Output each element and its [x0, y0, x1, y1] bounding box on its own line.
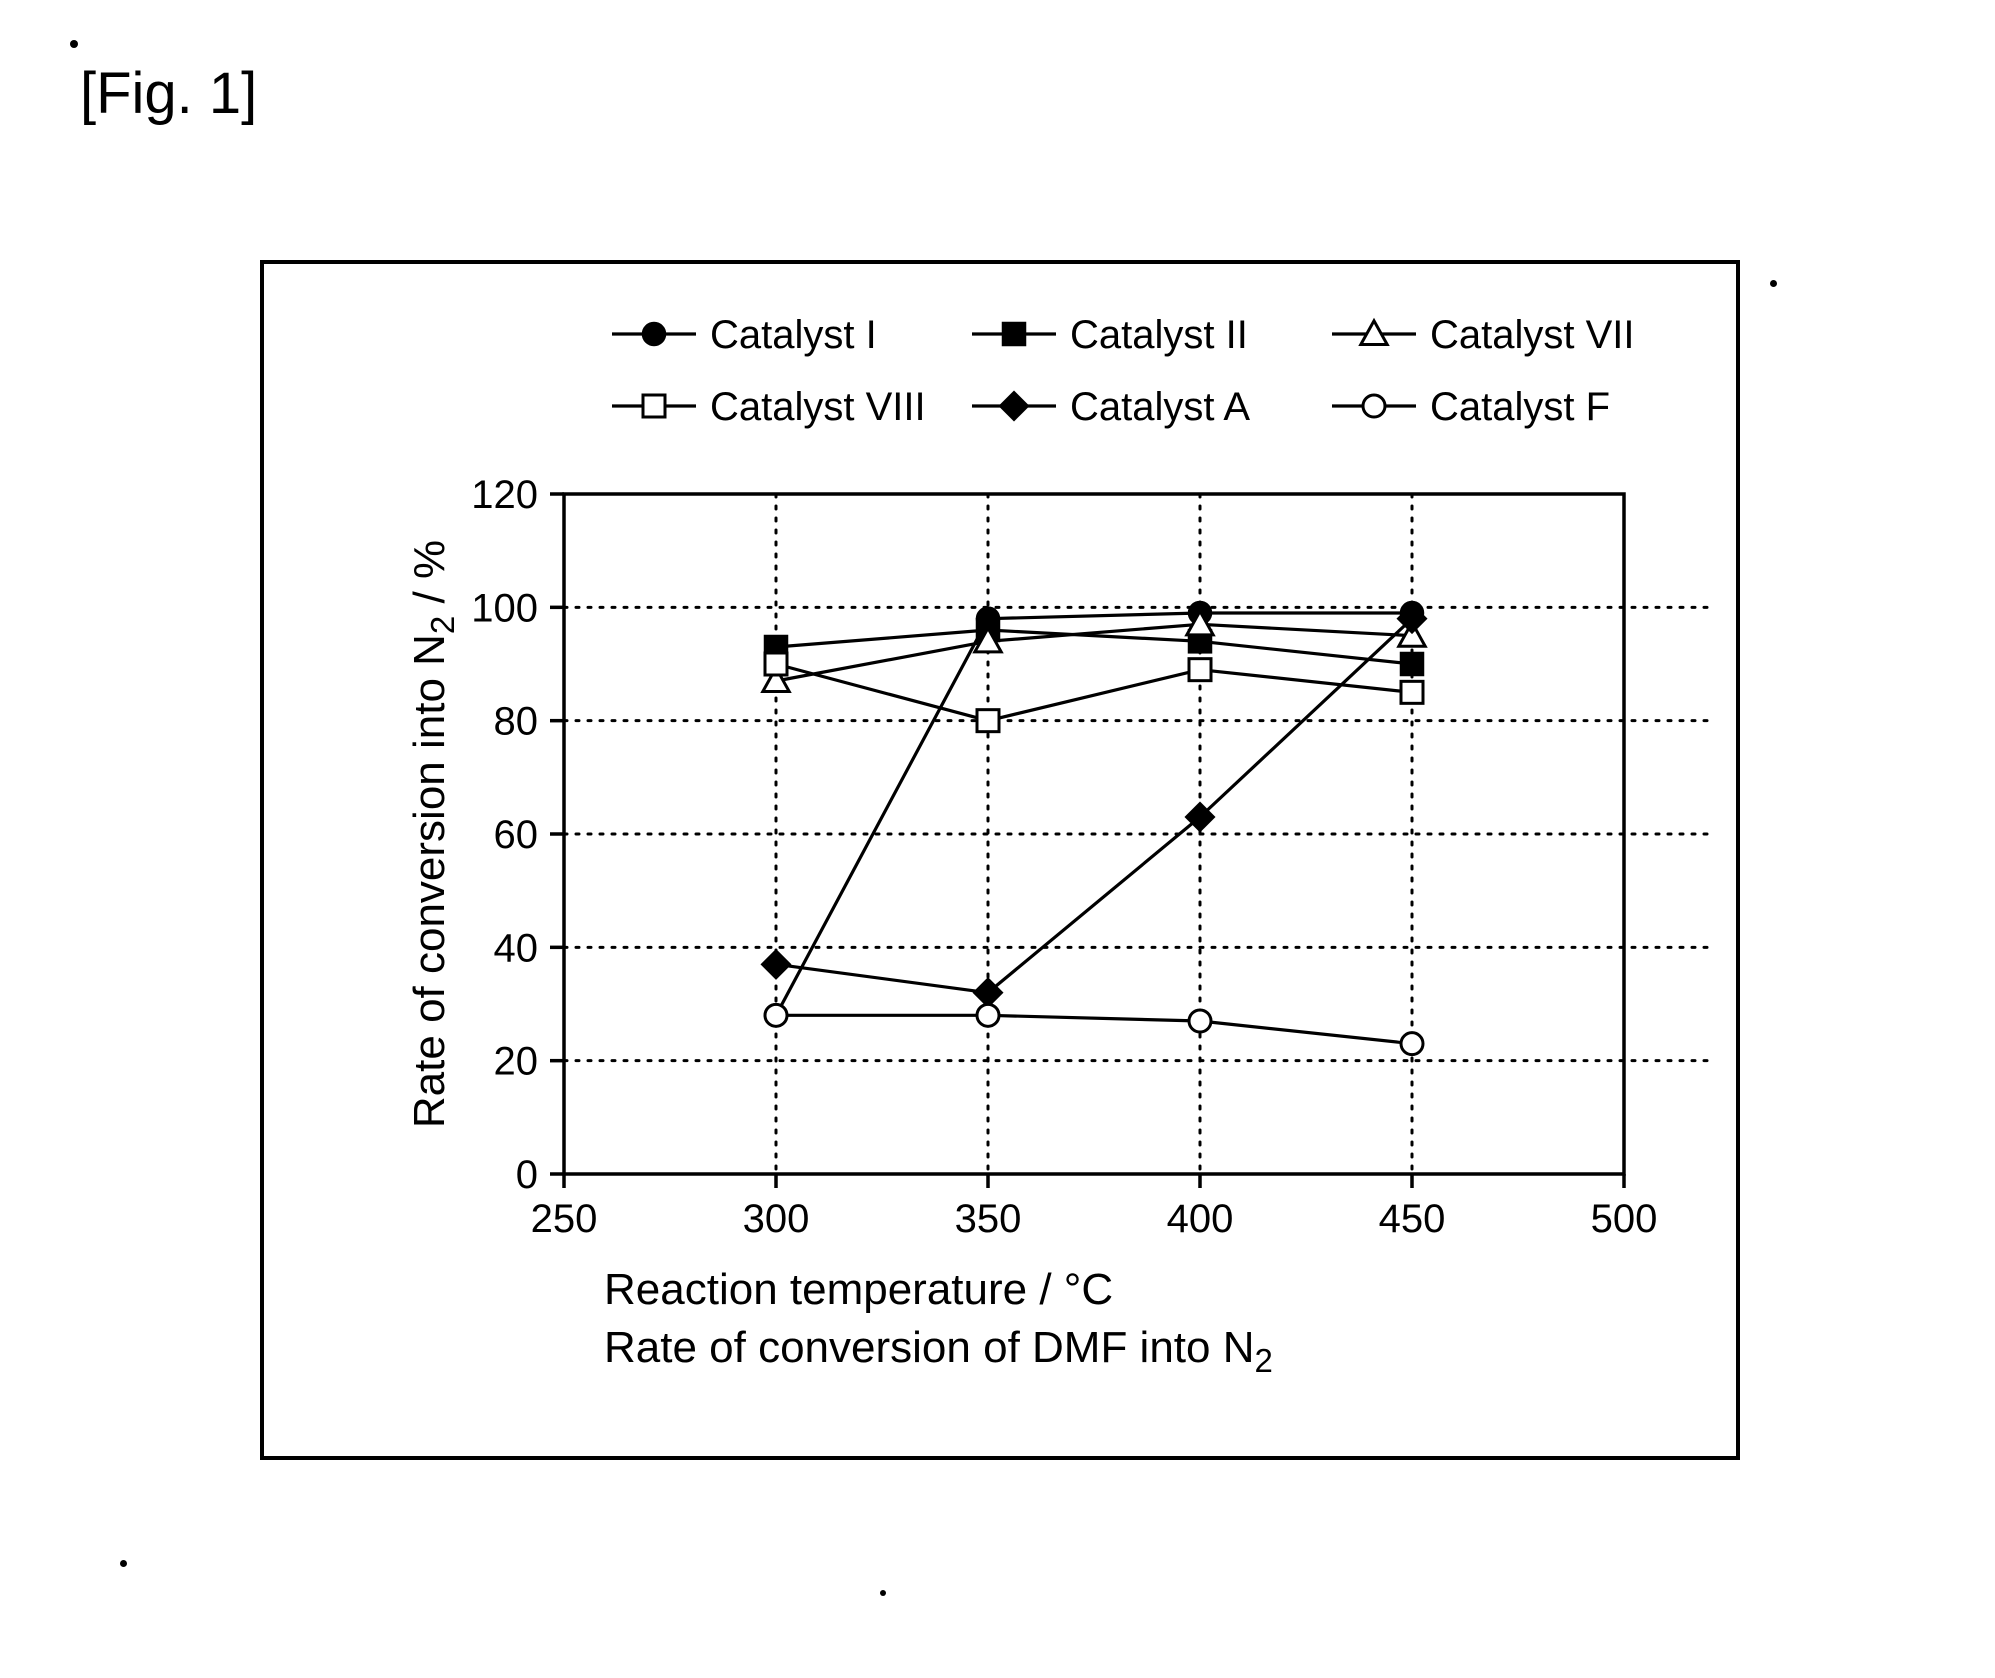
- marker-circle-filled: [643, 323, 665, 345]
- xtick-label: 350: [955, 1197, 1022, 1241]
- marker-square-filled: [1003, 323, 1025, 345]
- x-axis-label: Reaction temperature / °C: [604, 1265, 1113, 1314]
- ytick-label: 120: [471, 473, 538, 517]
- ytick-label: 40: [494, 926, 539, 970]
- marker-circle-open: [1189, 1010, 1211, 1032]
- xtick-label: 450: [1379, 1197, 1446, 1241]
- xtick-label: 250: [531, 1197, 598, 1241]
- ytick-label: 100: [471, 586, 538, 630]
- marker-square-filled: [1401, 653, 1423, 675]
- legend-label: Catalyst VIII: [710, 385, 926, 429]
- marker-circle-open: [1363, 395, 1385, 417]
- speck: [880, 1590, 886, 1596]
- marker-circle-open: [977, 1004, 999, 1026]
- legend-label: Catalyst I: [710, 313, 877, 357]
- marker-square-open: [765, 653, 787, 675]
- marker-circle-open: [1401, 1033, 1423, 1055]
- ytick-label: 0: [516, 1153, 538, 1197]
- page: [Fig. 1] 250 300 350 400 450 500 0 20 40 60 80 100 1…: [0, 0, 1995, 1678]
- ytick-label: 20: [494, 1040, 539, 1084]
- figure-label: [Fig. 1]: [80, 60, 257, 127]
- marker-square-open: [1401, 681, 1423, 703]
- marker-square-open: [643, 395, 665, 417]
- xtick-label: 400: [1167, 1197, 1234, 1241]
- speck: [120, 1560, 127, 1567]
- marker-circle-open: [765, 1004, 787, 1026]
- legend-label: Catalyst VII: [1430, 313, 1635, 357]
- x-axis-sublabel: Rate of conversion of DMF into N2: [604, 1323, 1273, 1379]
- legend-label: Catalyst F: [1430, 385, 1610, 429]
- xtick-label: 300: [743, 1197, 810, 1241]
- xtick-label: 500: [1591, 1197, 1658, 1241]
- chart-svg: 250 300 350 400 450 500 0 20 40 60 80 100 120 Rate of…: [264, 264, 1736, 1456]
- marker-square-open: [977, 710, 999, 732]
- legend-label: Catalyst A: [1070, 385, 1250, 429]
- ytick-label: 60: [494, 813, 539, 857]
- marker-square-open: [1189, 659, 1211, 681]
- speck: [70, 40, 78, 48]
- legend-label: Catalyst II: [1070, 313, 1248, 357]
- chart-container: 250 300 350 400 450 500 0 20 40 60 80 100 120 Rate of…: [260, 260, 1740, 1460]
- speck: [1770, 280, 1777, 287]
- ytick-label: 80: [494, 700, 539, 744]
